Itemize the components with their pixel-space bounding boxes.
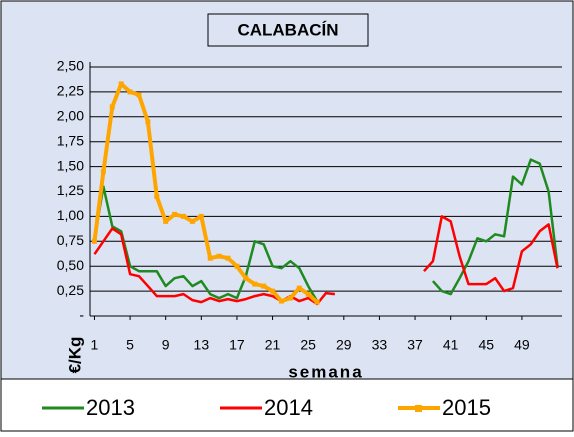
y-tick-label: 0,75 [57, 232, 84, 248]
y-tick-label: 1,00 [57, 207, 84, 223]
legend-label: 2013 [86, 395, 135, 420]
chart-title: CALABACÍN [237, 20, 338, 39]
marker [145, 119, 151, 125]
marker [172, 211, 178, 217]
y-tick-label: - [79, 307, 84, 323]
x-tick-label: 1 [91, 337, 99, 353]
y-tick-label: 1,50 [57, 157, 84, 173]
y-tick-label: 2,50 [57, 58, 84, 74]
marker [118, 81, 124, 87]
marker [305, 291, 311, 297]
x-tick-label: 45 [479, 337, 495, 353]
x-tick-label: 5 [126, 337, 134, 353]
legend-box [0, 378, 574, 432]
marker [278, 298, 284, 304]
marker [136, 92, 142, 98]
y-tick-label: 0,50 [57, 257, 84, 273]
marker [261, 283, 267, 289]
marker [189, 218, 195, 224]
marker [314, 299, 320, 305]
x-tick-label: 25 [300, 337, 316, 353]
marker [181, 213, 187, 219]
marker [243, 275, 249, 281]
y-tick-label: 1,75 [57, 132, 84, 148]
x-tick-label: 17 [229, 337, 245, 353]
y-tick-label: 2,00 [57, 108, 84, 124]
y-axis-label: €/Kg [65, 337, 84, 374]
marker [127, 89, 133, 95]
marker [252, 281, 258, 287]
legend-label: 2015 [442, 395, 491, 420]
title-box [207, 13, 369, 47]
x-tick-label: 41 [443, 337, 459, 353]
marker [109, 104, 115, 110]
series-line [93, 158, 559, 302]
chart-area [0, 0, 574, 380]
marker [91, 238, 97, 244]
marker [154, 193, 160, 199]
marker [296, 285, 302, 291]
x-tick-label: 33 [372, 337, 388, 353]
marker [207, 255, 213, 261]
x-tick-label: 9 [162, 337, 170, 353]
legend-label: 2014 [264, 395, 313, 420]
marker [198, 213, 204, 219]
marker [270, 288, 276, 294]
legend-marker [415, 405, 422, 412]
x-tick-label: 13 [194, 337, 210, 353]
x-tick-label: 21 [265, 337, 281, 353]
y-tick-label: 0,25 [57, 282, 84, 298]
marker [100, 169, 106, 175]
x-tick-label: 49 [514, 337, 530, 353]
x-tick-label: 37 [407, 337, 423, 353]
marker [216, 253, 222, 259]
marker [225, 255, 231, 261]
marker [234, 263, 240, 269]
y-tick-label: 1,25 [57, 182, 84, 198]
x-tick-label: 29 [336, 337, 352, 353]
x-axis-label: semana [288, 362, 363, 381]
y-tick-label: 2,25 [57, 83, 84, 99]
marker [163, 218, 169, 224]
marker [287, 295, 293, 301]
series-line [93, 215, 559, 306]
